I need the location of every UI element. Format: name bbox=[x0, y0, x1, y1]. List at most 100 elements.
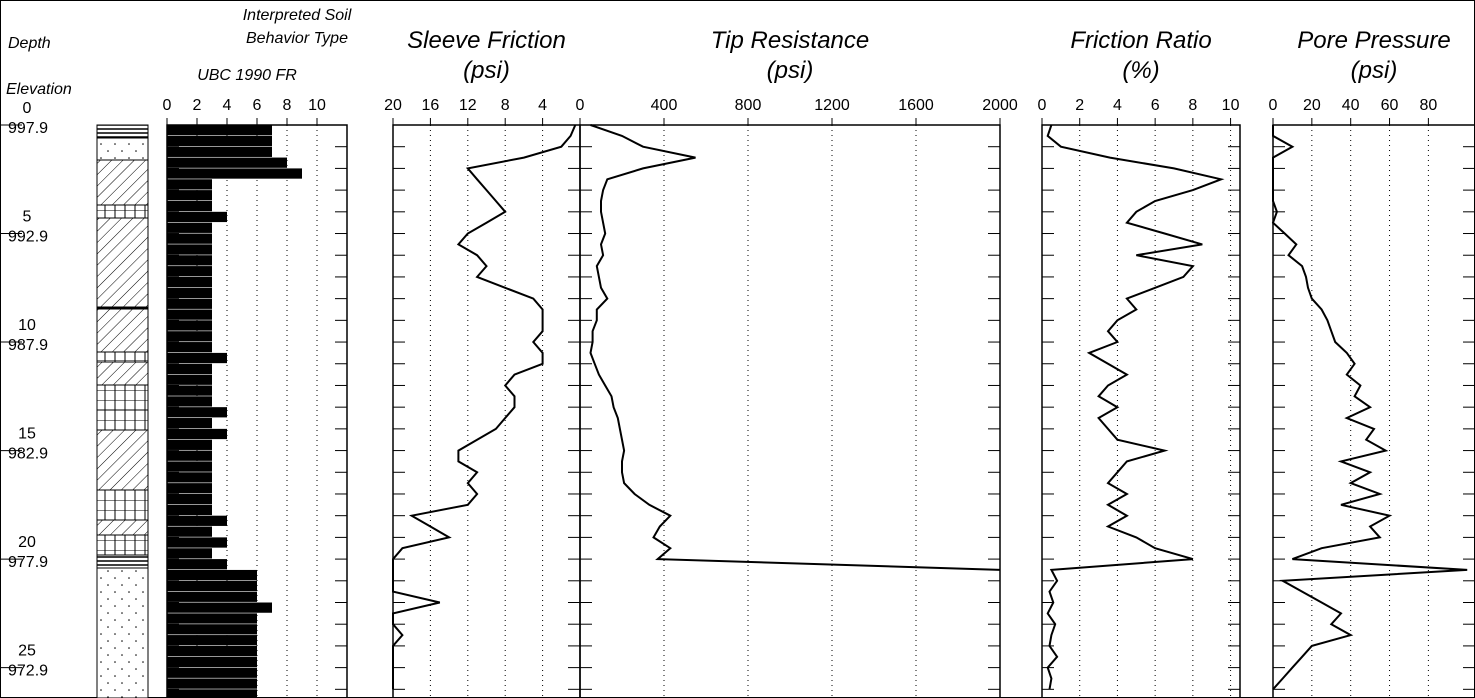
bar bbox=[167, 635, 257, 646]
depth-label: 10 bbox=[18, 317, 36, 334]
bar bbox=[167, 222, 212, 233]
bar bbox=[167, 428, 227, 440]
panel-title: (psi) bbox=[767, 57, 814, 84]
bar bbox=[167, 678, 257, 689]
x-tick-label: 4 bbox=[538, 97, 547, 114]
bar bbox=[167, 624, 257, 635]
bar bbox=[167, 461, 212, 472]
bar bbox=[167, 385, 212, 396]
x-tick-label: 20 bbox=[384, 97, 402, 114]
bar bbox=[167, 276, 212, 288]
panel-title: Friction Ratio bbox=[1070, 27, 1211, 54]
x-tick-label: 0 bbox=[576, 97, 585, 114]
soil-column bbox=[96, 124, 149, 698]
x-tick-label: 400 bbox=[651, 97, 678, 114]
depth-label: 5 bbox=[23, 209, 32, 226]
bar bbox=[167, 450, 212, 461]
depth-label: 20 bbox=[18, 534, 36, 551]
bar bbox=[167, 331, 212, 342]
bar bbox=[167, 266, 212, 277]
bar bbox=[167, 396, 212, 407]
x-tick-label: 4 bbox=[1113, 97, 1122, 114]
bar bbox=[167, 602, 272, 613]
bar bbox=[167, 190, 212, 201]
x-tick-label: 16 bbox=[422, 97, 440, 114]
bar bbox=[167, 645, 257, 657]
panel-frame bbox=[392, 124, 581, 698]
data-line bbox=[1271, 125, 1468, 690]
panel-title: (psi) bbox=[463, 57, 510, 84]
panel-title: Pore Pressure bbox=[1297, 27, 1450, 54]
elevation-label: 987.9 bbox=[8, 337, 48, 354]
depth-label: 15 bbox=[18, 426, 36, 443]
bar bbox=[167, 125, 272, 136]
x-tick-label: 10 bbox=[308, 97, 326, 114]
depth-title: Depth bbox=[8, 35, 51, 52]
panel-title: Interpreted Soil bbox=[243, 7, 352, 24]
bar bbox=[167, 483, 212, 494]
bar bbox=[167, 157, 287, 168]
x-tick-label: 2000 bbox=[982, 97, 1018, 114]
x-tick-label: 1600 bbox=[898, 97, 934, 114]
depth-label: 25 bbox=[18, 643, 36, 660]
bar bbox=[167, 439, 212, 450]
bar bbox=[167, 689, 257, 698]
panel-title: Behavior Type bbox=[246, 30, 348, 47]
x-tick-label: 40 bbox=[1342, 97, 1360, 114]
panel-frame bbox=[1272, 124, 1475, 698]
x-tick-label: 800 bbox=[735, 97, 762, 114]
bar bbox=[167, 374, 212, 385]
elevation-label: 982.9 bbox=[8, 446, 48, 463]
x-tick-label: 8 bbox=[501, 97, 510, 114]
bar bbox=[167, 320, 212, 331]
panel-subtitle: UBC 1990 FR bbox=[197, 67, 297, 84]
elevation-title: Elevation bbox=[6, 81, 72, 98]
x-tick-label: 80 bbox=[1419, 97, 1437, 114]
bar bbox=[167, 135, 272, 147]
x-tick-label: 0 bbox=[163, 97, 172, 114]
x-tick-label: 2 bbox=[1075, 97, 1084, 114]
bar bbox=[167, 168, 302, 179]
bar bbox=[167, 537, 227, 548]
bar bbox=[167, 472, 212, 483]
x-tick-label: 10 bbox=[1222, 97, 1240, 114]
bar bbox=[167, 298, 212, 309]
bar bbox=[167, 287, 212, 299]
bar bbox=[167, 179, 212, 190]
bar bbox=[167, 363, 212, 375]
bar bbox=[167, 515, 227, 526]
x-tick-label: 6 bbox=[1151, 97, 1160, 114]
bar bbox=[167, 591, 257, 602]
x-tick-label: 8 bbox=[1188, 97, 1197, 114]
panel-frame bbox=[1041, 124, 1241, 698]
bar bbox=[167, 342, 212, 353]
x-tick-label: 8 bbox=[283, 97, 292, 114]
bar bbox=[167, 309, 212, 320]
elevation-label: 997.9 bbox=[8, 120, 48, 137]
bar bbox=[167, 504, 212, 516]
x-tick-label: 20 bbox=[1303, 97, 1321, 114]
x-tick-label: 6 bbox=[253, 97, 262, 114]
panel-title: Sleeve Friction bbox=[407, 27, 566, 54]
bar bbox=[167, 526, 212, 537]
bar bbox=[167, 146, 272, 157]
x-tick-label: 2 bbox=[193, 97, 202, 114]
x-tick-label: 12 bbox=[459, 97, 477, 114]
depth-label: 0 bbox=[23, 100, 32, 117]
bar bbox=[167, 418, 212, 429]
x-tick-label: 0 bbox=[1038, 97, 1047, 114]
bar bbox=[167, 244, 212, 255]
bar bbox=[167, 656, 257, 668]
panel-frame bbox=[579, 124, 1001, 698]
bar bbox=[167, 211, 227, 223]
elevation-label: 972.9 bbox=[8, 663, 48, 680]
panel-title: (%) bbox=[1122, 57, 1159, 84]
bar bbox=[167, 580, 257, 592]
data-line bbox=[1046, 124, 1225, 690]
bar bbox=[167, 613, 257, 624]
bar bbox=[167, 569, 257, 581]
panel-title: (psi) bbox=[1351, 57, 1398, 84]
x-tick-label: 0 bbox=[1269, 97, 1278, 114]
bar bbox=[167, 548, 212, 559]
elevation-label: 992.9 bbox=[8, 229, 48, 246]
